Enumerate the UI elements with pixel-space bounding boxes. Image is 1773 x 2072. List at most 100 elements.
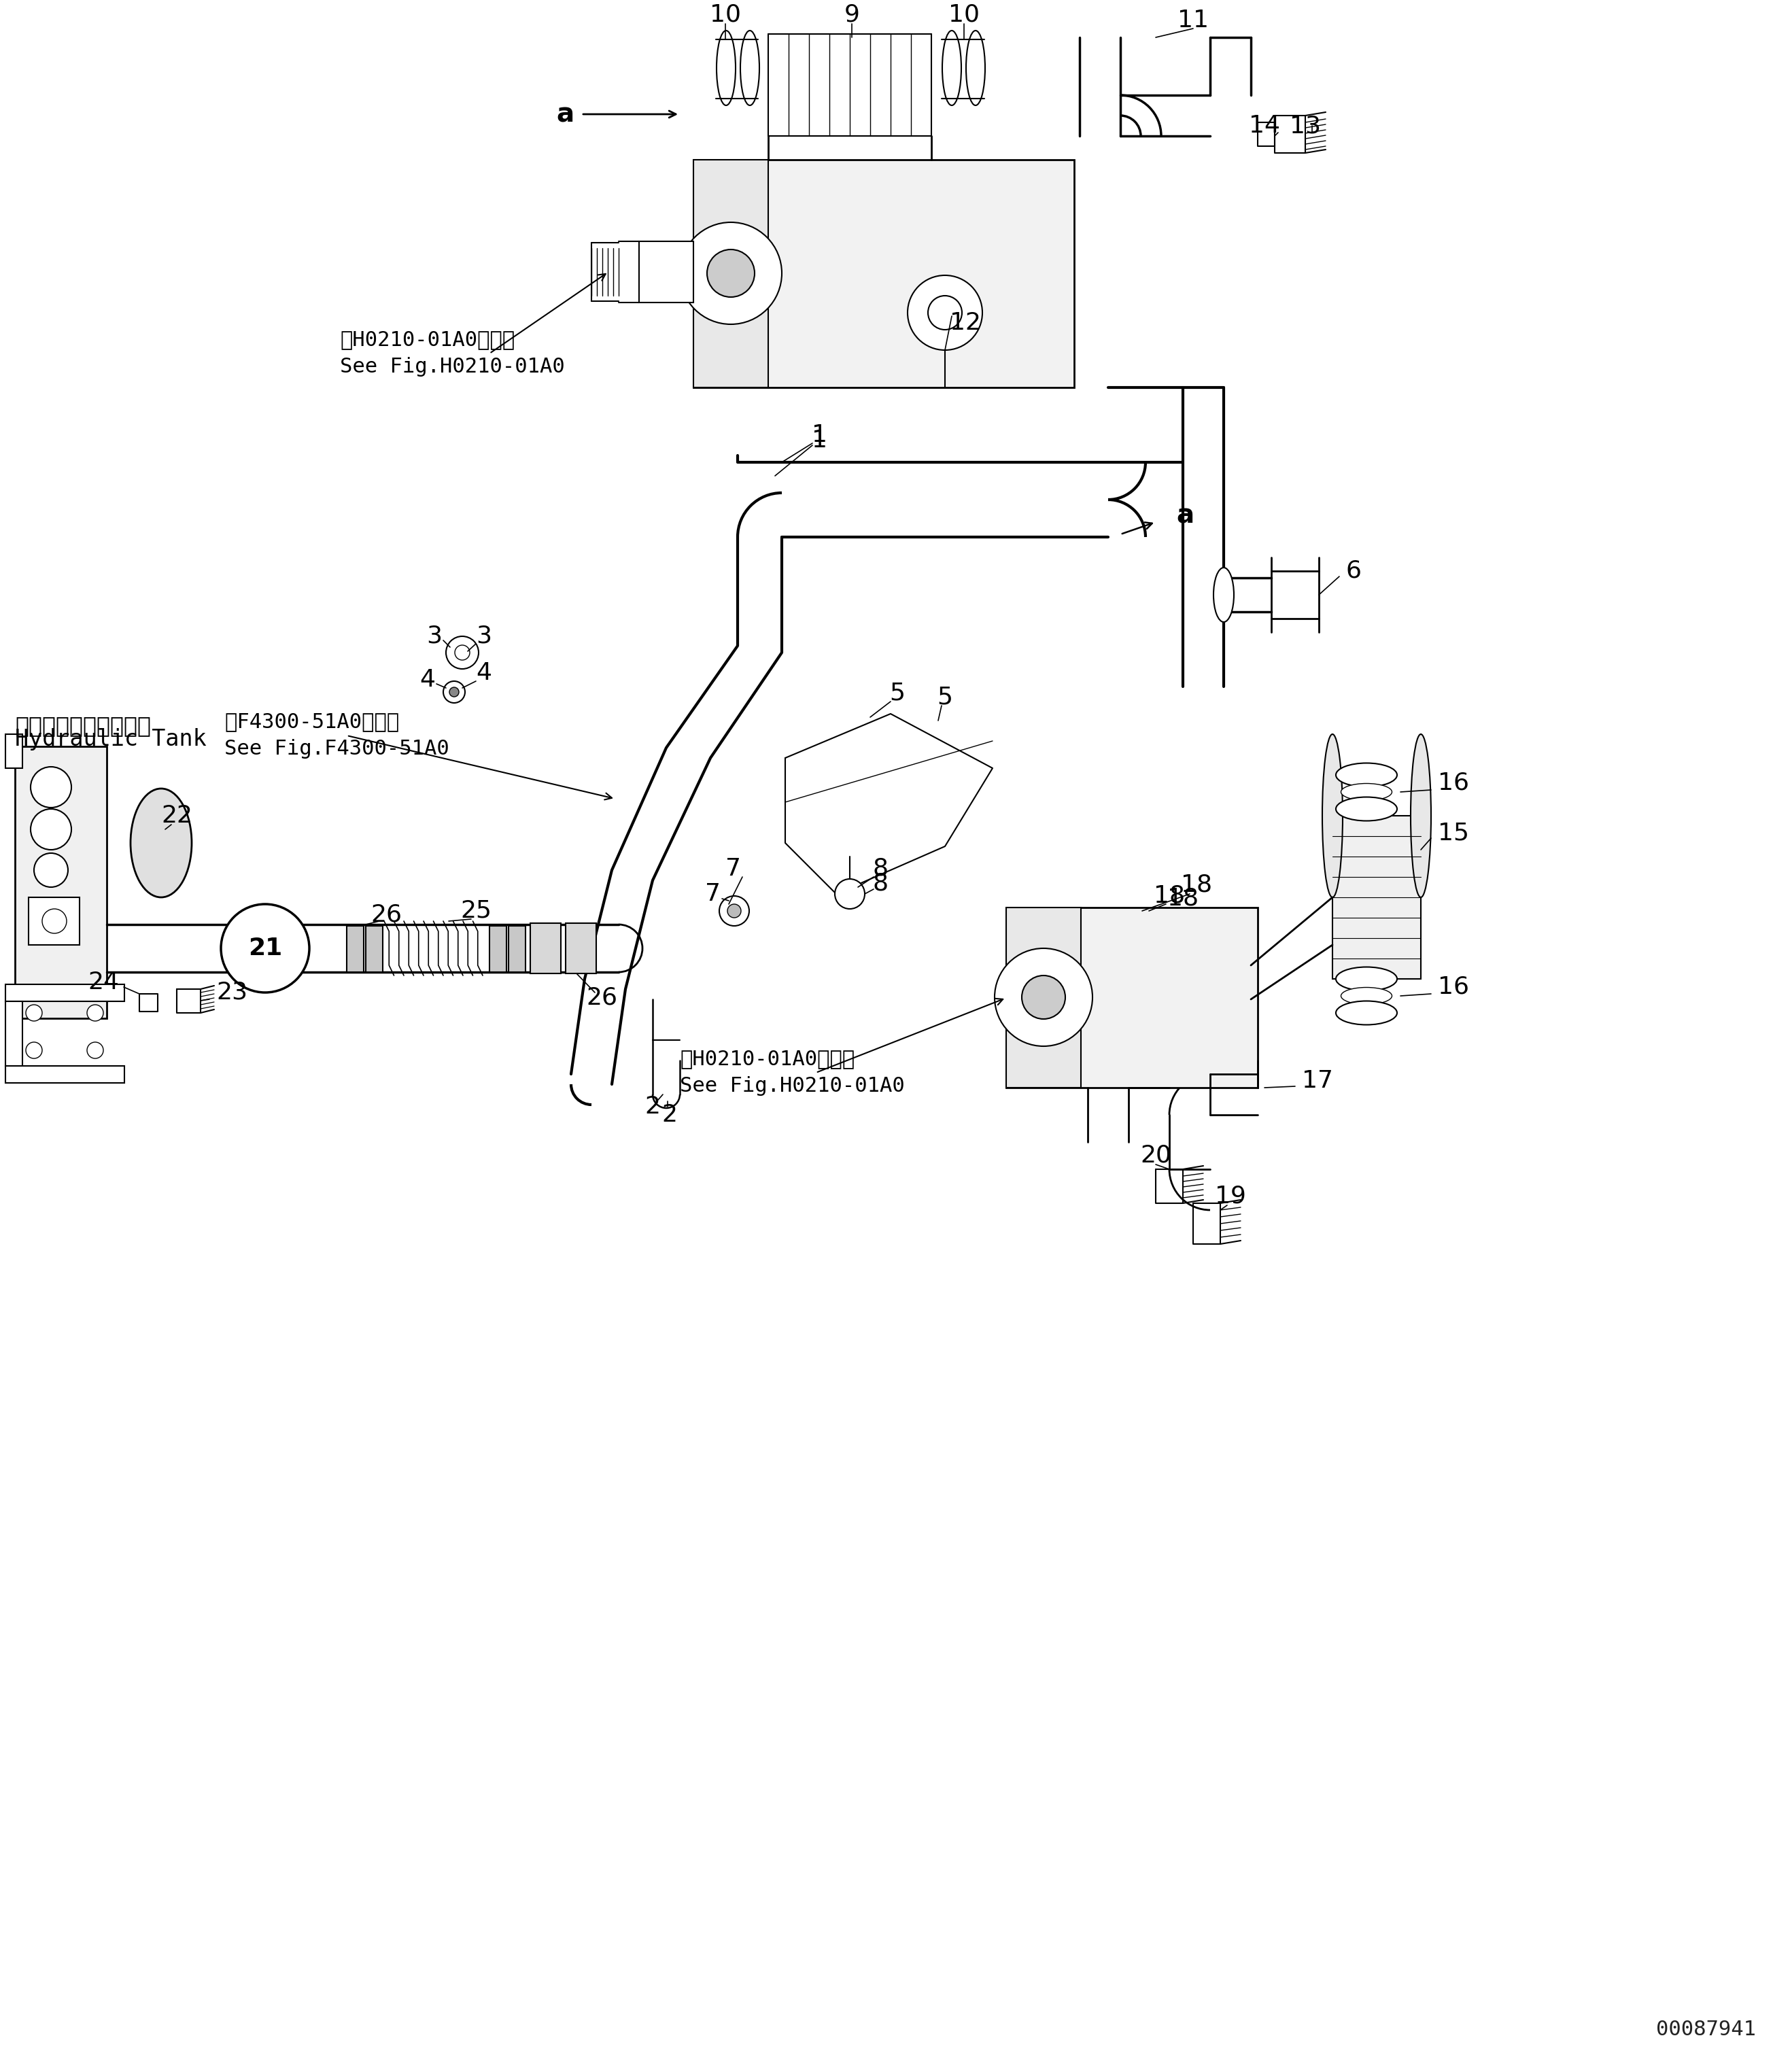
Ellipse shape (1323, 733, 1342, 897)
Text: 8: 8 (872, 858, 888, 881)
Text: 18: 18 (1181, 874, 1213, 897)
Ellipse shape (1340, 988, 1392, 1005)
Bar (348, 926, 363, 972)
Bar (5, 1065, 124, 1084)
Text: 8: 8 (872, 872, 888, 895)
Bar (28, 897, 80, 945)
Circle shape (447, 636, 479, 669)
Text: Hydraulic Tank: Hydraulic Tank (14, 729, 206, 750)
Circle shape (34, 854, 67, 887)
Text: 第H0210-01A0図参照: 第H0210-01A0図参照 (679, 1048, 855, 1069)
Text: 26: 26 (587, 986, 617, 1009)
Circle shape (720, 895, 750, 926)
Ellipse shape (941, 31, 961, 106)
Ellipse shape (1411, 733, 1431, 897)
Text: 23: 23 (216, 980, 248, 1005)
Circle shape (456, 644, 470, 661)
Text: a: a (557, 102, 574, 126)
Text: 4: 4 (475, 661, 491, 684)
Circle shape (87, 1042, 103, 1059)
Ellipse shape (966, 31, 986, 106)
Circle shape (443, 682, 465, 702)
Circle shape (707, 249, 755, 296)
Text: 13: 13 (1289, 114, 1321, 137)
Circle shape (43, 910, 67, 932)
Text: 1: 1 (812, 423, 826, 448)
Text: 16: 16 (1438, 771, 1470, 796)
Text: 4: 4 (420, 669, 434, 692)
Circle shape (449, 688, 459, 696)
Text: 17: 17 (1301, 1069, 1333, 1092)
Ellipse shape (1335, 798, 1397, 821)
Bar (693, 160, 1074, 387)
Ellipse shape (1213, 568, 1234, 622)
Bar (489, 926, 507, 972)
Text: 3: 3 (426, 624, 441, 646)
Text: 24: 24 (87, 972, 119, 995)
Bar (5, 984, 124, 1001)
Ellipse shape (1335, 968, 1397, 990)
Ellipse shape (741, 31, 759, 106)
Text: a: a (1175, 501, 1193, 528)
Circle shape (30, 808, 71, 850)
Ellipse shape (1340, 783, 1392, 800)
Bar (638, 240, 693, 303)
Circle shape (995, 949, 1092, 1046)
Circle shape (27, 1042, 43, 1059)
Text: 00087941: 00087941 (1656, 2020, 1757, 2039)
Bar (1005, 908, 1082, 1088)
Text: 1: 1 (812, 429, 826, 452)
Text: 18: 18 (1167, 887, 1199, 910)
Text: 26: 26 (371, 903, 402, 926)
Bar (566, 924, 596, 974)
Bar (5, 1001, 23, 1065)
Circle shape (908, 276, 982, 350)
Ellipse shape (716, 31, 736, 106)
Ellipse shape (131, 789, 191, 897)
Text: ハイドロリックタンク: ハイドロリックタンク (14, 715, 151, 738)
Text: 第H0210-01A0図参照: 第H0210-01A0図参照 (340, 329, 514, 350)
Text: See Fig.F4300-51A0: See Fig.F4300-51A0 (225, 740, 449, 758)
Circle shape (1021, 976, 1066, 1019)
Circle shape (835, 879, 865, 910)
Text: 19: 19 (1215, 1185, 1246, 1208)
Circle shape (727, 903, 741, 918)
Text: 11: 11 (1177, 8, 1209, 31)
Text: 2: 2 (661, 1102, 677, 1127)
Text: 20: 20 (1140, 1144, 1172, 1167)
Text: See Fig.H0210-01A0: See Fig.H0210-01A0 (679, 1077, 904, 1096)
Text: 7: 7 (704, 883, 720, 905)
Bar (5, 733, 23, 769)
Circle shape (30, 767, 71, 808)
Bar (1005, 908, 1257, 1088)
Text: 3: 3 (475, 624, 491, 646)
Text: See Fig.H0210-01A0: See Fig.H0210-01A0 (340, 356, 566, 377)
Circle shape (27, 1005, 43, 1021)
Text: 第F4300-51A0図参照: 第F4300-51A0図参照 (225, 713, 399, 731)
Text: 12: 12 (950, 311, 980, 334)
Text: 25: 25 (461, 899, 491, 922)
Circle shape (679, 222, 782, 323)
Text: 7: 7 (725, 858, 741, 881)
Circle shape (87, 1005, 103, 1021)
Text: 10: 10 (949, 4, 980, 27)
Circle shape (222, 903, 309, 992)
Bar (509, 926, 525, 972)
Bar (365, 926, 383, 972)
Text: 16: 16 (1438, 976, 1470, 999)
Text: 14: 14 (1248, 114, 1280, 137)
Text: 9: 9 (844, 4, 860, 27)
Text: 18: 18 (1154, 885, 1184, 908)
Bar (14, 746, 106, 1017)
Text: 15: 15 (1438, 821, 1470, 843)
Text: 2: 2 (645, 1096, 661, 1119)
Text: 5: 5 (938, 686, 952, 709)
Text: 21: 21 (248, 937, 282, 959)
Text: 6: 6 (1346, 559, 1362, 582)
Ellipse shape (1335, 762, 1397, 787)
Bar (530, 924, 560, 974)
Text: 10: 10 (709, 4, 741, 27)
Bar (1333, 816, 1420, 978)
Ellipse shape (1335, 1001, 1397, 1026)
Text: 22: 22 (161, 804, 193, 827)
